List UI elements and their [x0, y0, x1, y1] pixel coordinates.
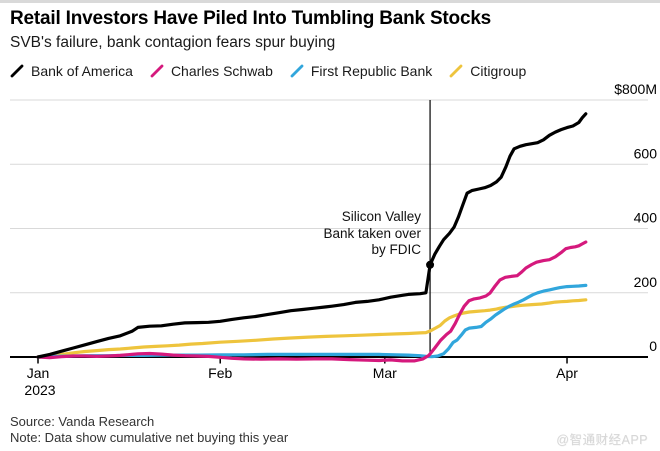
- line-swatch-icon: [10, 64, 24, 78]
- legend-item-first-republic-bank: First Republic Bank: [290, 63, 432, 79]
- x-axis-label: Feb: [208, 365, 232, 381]
- legend-label: Citigroup: [470, 63, 527, 79]
- x-axis-year-label: 2023: [24, 382, 55, 398]
- footer: Source: Vanda Research Note: Data show c…: [10, 414, 288, 445]
- legend-label: First Republic Bank: [310, 63, 433, 79]
- legend-item-bank-of-america: Bank of America: [10, 63, 133, 79]
- annotation-line: by FDIC: [371, 242, 421, 257]
- legend-label: Bank of America: [31, 63, 133, 79]
- chart-subtitle: SVB's failure, bank contagion fears spur…: [10, 34, 336, 51]
- line-swatch-icon: [449, 64, 463, 78]
- x-axis-label: Mar: [373, 365, 397, 381]
- x-axis-label: Jan: [27, 365, 50, 381]
- y-axis-label: 200: [634, 274, 658, 290]
- y-axis-label: 400: [634, 210, 658, 226]
- legend: Bank of America Charles Schwab First Rep…: [10, 61, 650, 81]
- series-line-citigroup: [36, 298, 588, 359]
- x-axis-label: Apr: [556, 365, 578, 381]
- legend-item-charles-schwab: Charles Schwab: [150, 63, 273, 79]
- chart-title: Retail Investors Have Piled Into Tumblin…: [10, 8, 492, 29]
- series-line-charles-schwab: [36, 240, 588, 363]
- legend-label: Charles Schwab: [170, 63, 273, 79]
- series-line-first-republic-bank: [36, 283, 588, 359]
- series-line-bank-of-america: [36, 112, 588, 359]
- legend-item-citigroup: Citigroup: [449, 63, 526, 79]
- event-annotation: Silicon Valley Bank taken over by FDIC: [323, 209, 421, 259]
- y-axis-label: $800M: [614, 81, 657, 97]
- top-border: [0, 0, 660, 3]
- line-swatch-icon: [150, 64, 164, 78]
- y-axis-label: 0: [649, 338, 657, 354]
- annotation-line: Silicon Valley: [341, 209, 421, 224]
- y-axis-label: 600: [634, 145, 658, 161]
- watermark: @智通财经APP: [556, 433, 648, 447]
- event-dot: [426, 260, 435, 269]
- annotation-line: Bank taken over: [323, 225, 421, 241]
- line-swatch-icon: [290, 64, 304, 78]
- source-note: Source: Vanda Research: [10, 414, 155, 429]
- data-note: Note: Data show cumulative net buying th…: [10, 429, 289, 445]
